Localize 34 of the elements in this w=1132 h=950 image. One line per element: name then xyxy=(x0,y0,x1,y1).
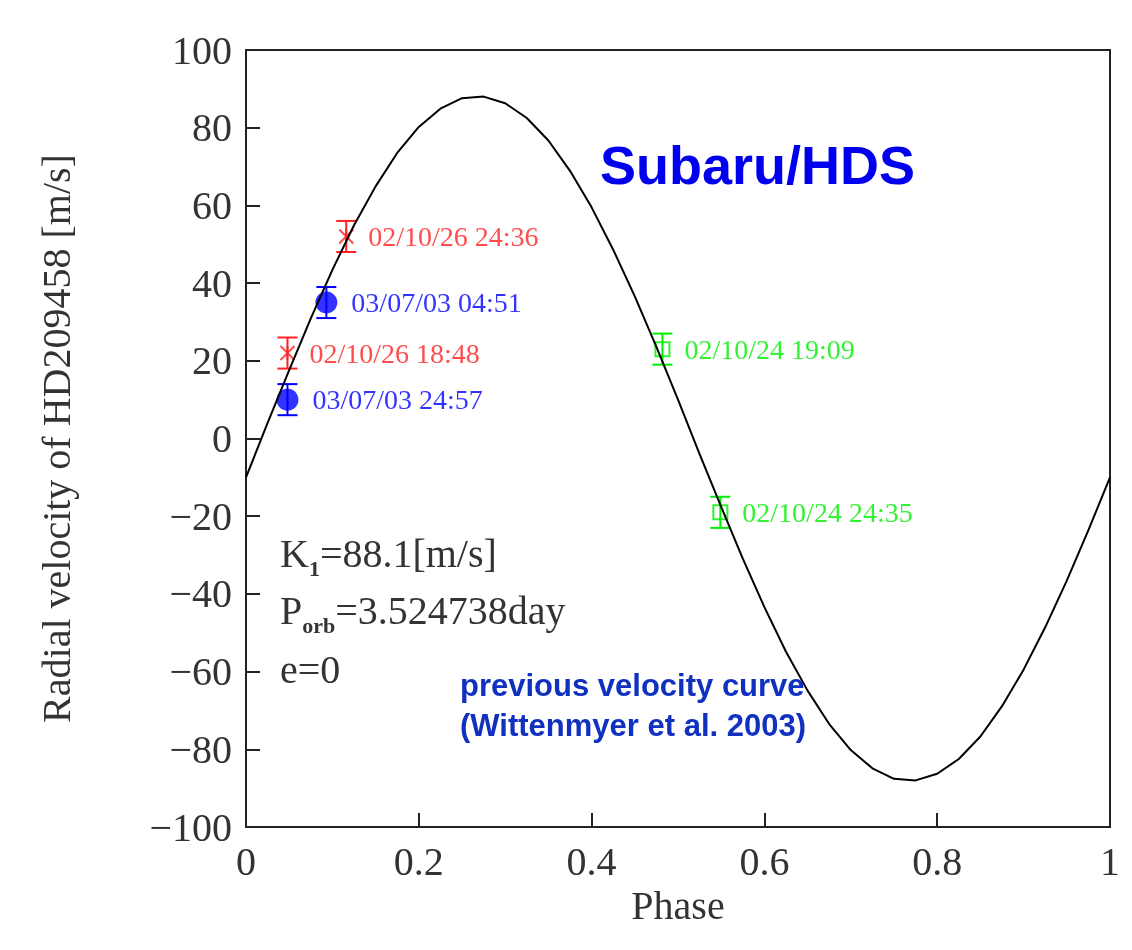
x-tick-label: 0.6 xyxy=(739,838,790,884)
y-axis-title: Radial velocity of HD209458 [m/s] xyxy=(33,154,79,723)
data-label: 03/07/03 04:51 xyxy=(351,287,522,319)
data-label: 02/10/26 18:48 xyxy=(309,337,480,369)
y-tick-label: 40 xyxy=(192,260,232,306)
point xyxy=(712,504,729,521)
annotation: Subaru/HDS xyxy=(600,135,916,195)
y-tick-label: 60 xyxy=(192,182,232,228)
x-tick-label: 0.2 xyxy=(393,838,444,884)
y-tick-label: 20 xyxy=(192,338,232,384)
y-tick-label: 80 xyxy=(192,105,232,151)
annotation: e=0 xyxy=(280,646,341,692)
point xyxy=(279,345,296,362)
annotation: previous velocity curve (Wittenmyer et al. 2003) xyxy=(460,668,807,744)
x-tick-label: 0.8 xyxy=(912,838,963,884)
point xyxy=(654,341,671,358)
y-tick-label: −60 xyxy=(169,649,232,695)
data-label: 02/10/26 24:36 xyxy=(368,220,539,252)
point xyxy=(276,388,299,411)
x-tick-label: 0.4 xyxy=(566,838,617,884)
data-label: 03/07/03 24:57 xyxy=(312,384,483,416)
y-tick-label: −100 xyxy=(149,804,232,850)
x-axis-title: Phase xyxy=(631,883,725,929)
y-tick-label: −80 xyxy=(169,726,232,772)
point xyxy=(315,291,338,314)
x-tick-label: 1 xyxy=(1100,838,1120,884)
y-tick-label: 0 xyxy=(212,416,232,461)
y-tick-label: −20 xyxy=(169,493,232,539)
line-series xyxy=(245,95,1111,782)
y-tick-label: 100 xyxy=(172,27,232,73)
point xyxy=(338,228,355,245)
data-label: 02/10/24 24:35 xyxy=(742,496,913,528)
y-tick-label: −40 xyxy=(169,571,232,617)
data-label: 02/10/24 19:09 xyxy=(684,333,855,365)
